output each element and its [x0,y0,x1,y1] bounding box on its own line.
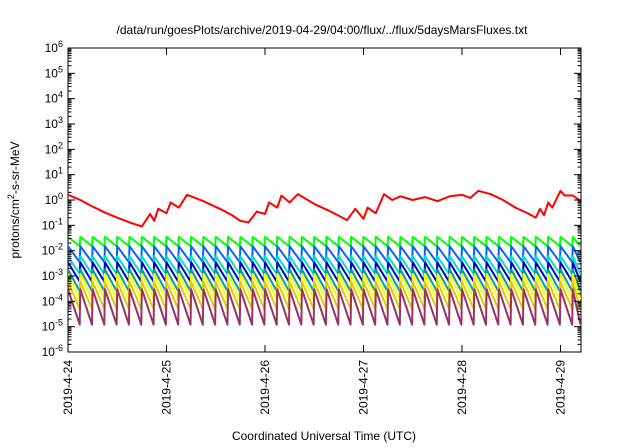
x-axis: 2019-4-24 2019-4-25 2019-4-26 2019-4-27 2019… [61,48,567,415]
y-tick-label: 106 [45,39,63,55]
x-axis-label: Coordinated Universal Time (UTC) [232,429,416,443]
y-tick-label: 10-3 [42,267,63,283]
series-layer [68,189,581,326]
x-tick-label: 2019-4-25 [159,360,173,415]
y-tick-label: 101 [45,166,63,182]
series-line-1 [68,235,581,248]
x-tick-label: 2019-4-28 [455,360,469,415]
y-tick-label: 102 [45,140,63,156]
y-tick-label: 10-2 [42,242,63,258]
y-tick-label: 105 [45,64,63,80]
y-tick-label: 10-1 [42,216,63,232]
y-axis-label: protons/cm2-s-sr-MeV [6,141,22,258]
y-tick-label: 100 [45,191,63,207]
y-tick-label: 103 [45,115,63,131]
x-tick-label: 2019-4-26 [258,360,272,415]
y-tick-label: 104 [45,90,63,106]
series-line-8 [68,288,581,326]
chart-title: /data/run/goesPlots/archive/2019-04-29/0… [117,23,529,37]
x-tick-label: 2019-4-24 [61,360,75,415]
y-tick-label: 10-4 [42,292,63,308]
x-tick-label: 2019-4-27 [356,360,370,415]
y-axis: 10-6 10-5 10-4 10-3 10-2 10-1 100 101 102 103 104 1… [42,39,581,359]
y-tick-label: 10-6 [42,343,63,359]
x-tick-label: 2019-4-29 [553,360,567,415]
y-tick-label: 10-5 [42,318,63,334]
series-line-0 [68,189,581,228]
